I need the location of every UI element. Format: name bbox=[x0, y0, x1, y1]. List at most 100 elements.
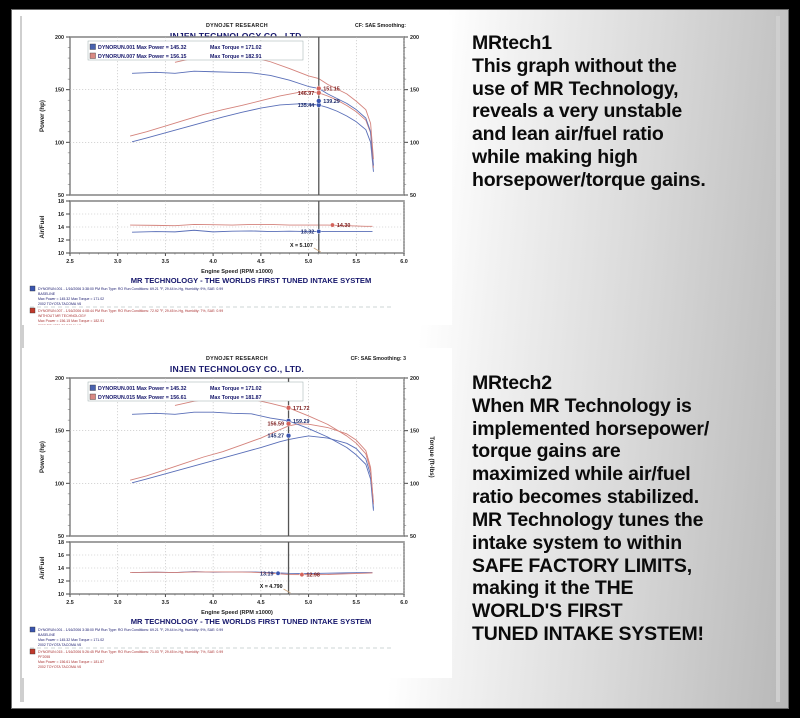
afr-y-tick-label: 12 bbox=[58, 238, 64, 244]
y-tick-label-right: 50 bbox=[410, 193, 416, 199]
y-tick-label: 100 bbox=[55, 140, 64, 146]
chart-cf-note: CF: SAE Smoothing: 3 bbox=[351, 356, 406, 362]
legend-torque-label: Max Torque = 171.02 bbox=[210, 386, 262, 392]
x-axis-title: Engine Speed (RPM x1000) bbox=[201, 610, 273, 616]
caption-mrtech2-line: When MR Technology is bbox=[472, 394, 692, 417]
x-tick-label: 3.0 bbox=[114, 600, 122, 606]
legend-run-label: DYNORUN.001 Max Power = 145.32 bbox=[98, 386, 187, 392]
footer-run-swatch bbox=[29, 626, 36, 633]
chart-title: INJEN TECHNOLOGY CO., LTD. bbox=[170, 31, 304, 41]
afr-series-line bbox=[130, 223, 373, 227]
afr-series-line bbox=[132, 229, 373, 233]
footer-run-line: Max Power = 156.15 Max Torque = 182.91 bbox=[38, 319, 104, 323]
power-marker-dot[interactable] bbox=[316, 90, 322, 96]
afr-marker-dot[interactable] bbox=[329, 222, 335, 228]
series-line bbox=[131, 435, 374, 509]
footer-run-line: 2002 TOYOTA TACOMA V6 bbox=[38, 302, 81, 306]
caption-mrtech2-line: WORLD'S FIRST bbox=[472, 600, 623, 623]
caption-mrtech2-line: ratio becomes stabilized. bbox=[472, 486, 699, 509]
afr-axis-title: Air/Fuel bbox=[39, 215, 46, 238]
afr-axis-title: Air/Fuel bbox=[39, 556, 46, 579]
y-tick-label: 150 bbox=[55, 429, 64, 435]
cursor-x-label: X = 4.790 bbox=[260, 584, 283, 590]
afr-marker-label: 13.19 bbox=[260, 571, 274, 577]
x-tick-label: 4.0 bbox=[209, 259, 217, 265]
chart-cf-note: CF: SAE Smoothing: bbox=[355, 23, 406, 29]
caption-mrtech2-line: making it the THE bbox=[472, 577, 634, 600]
afr-y-tick-label: 14 bbox=[58, 225, 64, 231]
footer-run-line: DYNORUN.001 - 1/16/2006 3:38:00 PM Run T… bbox=[38, 628, 223, 632]
caption-mrtech2: MRtech2 When MR Technology is implemente… bbox=[472, 372, 792, 646]
power-marker-dot[interactable] bbox=[285, 421, 292, 427]
footer-run-line: BASELINE bbox=[38, 292, 56, 296]
afr-marker-dot[interactable] bbox=[316, 228, 322, 234]
afr-y-tick-label: 16 bbox=[58, 212, 64, 218]
caption-mrtech2-line: maximized while air/fuel bbox=[472, 463, 691, 486]
afr-y-tick-label: 10 bbox=[58, 592, 64, 598]
power-axis-title: Power (hp) bbox=[39, 100, 46, 132]
caption-mrtech2-line: torque gains are bbox=[472, 440, 621, 463]
legend-swatch bbox=[89, 393, 96, 400]
chart-subtitle: DYNOJET RESEARCH bbox=[206, 23, 268, 29]
y-tick-label: 50 bbox=[58, 193, 64, 199]
y-tick-label-right: 200 bbox=[410, 35, 419, 41]
afr-marker-dot[interactable] bbox=[275, 570, 281, 576]
afr-y-tick-label: 12 bbox=[58, 579, 64, 585]
x-tick-label: 4.0 bbox=[209, 600, 217, 606]
chart-legend-box bbox=[87, 40, 304, 61]
footer-title: MR TECHNOLOGY - THE WORLDS FIRST TUNED I… bbox=[131, 617, 372, 626]
afr-plot-frame bbox=[69, 200, 405, 254]
cursor-leader-line bbox=[313, 247, 321, 253]
afr-marker-dot[interactable] bbox=[299, 572, 305, 578]
x-tick-label: 4.5 bbox=[257, 259, 265, 265]
power-marker-label: 171.72 bbox=[293, 406, 310, 412]
afr-series-line bbox=[130, 571, 373, 576]
panel-mrtech1: DYNOJET RESEARCH INJEN TECHNOLOGY CO., LT… bbox=[12, 10, 788, 340]
y-tick-label-right: 100 bbox=[410, 481, 419, 487]
footer-run-line: Max Power = 145.32 Max Torque = 171.02 bbox=[38, 297, 104, 301]
power-marker-label: 156.59 bbox=[268, 422, 285, 428]
afr-y-tick-label: 10 bbox=[58, 251, 64, 257]
x-tick-label: 5.0 bbox=[305, 259, 313, 265]
dyno-chart-2[interactable]: DYNOJET RESEARCH INJEN TECHNOLOGY CO., LT… bbox=[22, 348, 452, 678]
power-marker-dot[interactable] bbox=[316, 98, 322, 104]
afr-y-tick-label: 18 bbox=[58, 540, 64, 546]
power-marker-dot[interactable] bbox=[285, 405, 292, 411]
caption-mrtech2-line: SAFE FACTORY LIMITS, bbox=[472, 554, 692, 577]
x-tick-label: 5.5 bbox=[353, 600, 361, 606]
chart-subtitle: DYNOJET RESEARCH bbox=[206, 356, 268, 362]
x-tick-label: 3.5 bbox=[162, 600, 170, 606]
y-tick-label-right: 150 bbox=[410, 88, 419, 94]
legend-run-label: DYNORUN.001 Max Power = 145.32 bbox=[98, 45, 187, 51]
power-plot-frame bbox=[69, 36, 405, 196]
legend-swatch bbox=[89, 52, 96, 59]
power-axis-title: Power (hp) bbox=[39, 441, 46, 473]
chart-legend-box bbox=[87, 381, 304, 402]
footer-run-line: DYNORUN.007 - 1/16/2006 4:08:44 PM Run T… bbox=[38, 309, 223, 313]
footer-run-line: PF2055 bbox=[38, 655, 50, 659]
power-marker-dot[interactable] bbox=[316, 85, 322, 92]
x-tick-label: 3.5 bbox=[162, 259, 170, 265]
power-marker-label: 139.29 bbox=[323, 99, 340, 105]
power-plot-frame bbox=[69, 377, 405, 537]
power-marker-label: 151.15 bbox=[323, 86, 340, 92]
footer-run-line: Max Power = 156.61 Max Torque = 181.87 bbox=[38, 660, 104, 664]
caption-mrtech1-line: use of MR Technology, bbox=[472, 77, 679, 100]
caption-mrtech1-line: and lean air/fuel ratio bbox=[472, 123, 664, 146]
poster-sheet: DYNOJET RESEARCH INJEN TECHNOLOGY CO., LT… bbox=[12, 10, 788, 708]
dyno-chart-2-svg: DYNOJET RESEARCH INJEN TECHNOLOGY CO., LT… bbox=[29, 356, 435, 669]
caption-mrtech2-line: intake system to within bbox=[472, 531, 682, 554]
chart-root: DYNOJET RESEARCH INJEN TECHNOLOGY CO., LT… bbox=[39, 23, 419, 275]
x-tick-label: 6.0 bbox=[400, 259, 408, 265]
footer-title: MR TECHNOLOGY - THE WORLDS FIRST TUNED I… bbox=[131, 276, 372, 285]
footer-run-swatch bbox=[29, 307, 36, 314]
afr-marker-label: 13.32 bbox=[301, 229, 315, 235]
right-edge-highlight bbox=[776, 16, 780, 702]
power-marker-label: 135.44 bbox=[298, 103, 315, 109]
dyno-chart-1-svg: DYNOJET RESEARCH INJEN TECHNOLOGY CO., LT… bbox=[29, 23, 419, 325]
footer-run-line: 2002 TOYOTA TACOMA V6 bbox=[38, 643, 81, 647]
power-marker-dot[interactable] bbox=[285, 432, 292, 439]
footer-run-line: BASELINE bbox=[38, 633, 56, 637]
chart-footer: MR TECHNOLOGY - THE WORLDS FIRST TUNED I… bbox=[29, 276, 394, 325]
dyno-chart-1[interactable]: DYNOJET RESEARCH INJEN TECHNOLOGY CO., LT… bbox=[22, 15, 452, 325]
